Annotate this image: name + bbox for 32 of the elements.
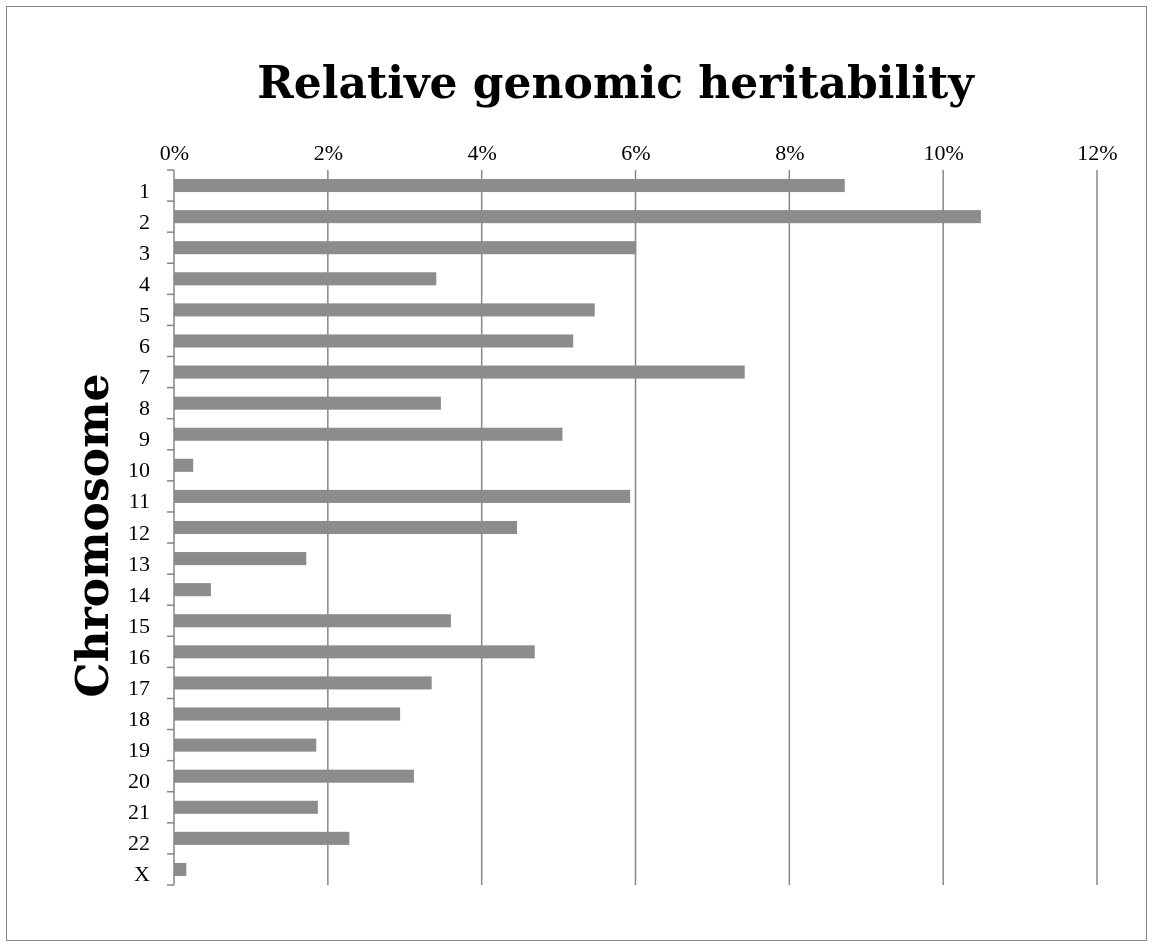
y-tick-label: 1 <box>139 177 150 203</box>
x-tick-label: 2% <box>313 140 343 165</box>
y-tick-label: 4 <box>139 270 150 296</box>
x-tick-label: 4% <box>467 140 497 165</box>
y-tick-label: X <box>134 861 151 887</box>
x-tick-label: 0% <box>159 140 190 165</box>
chart-title: Relative genomic heritability <box>257 57 976 108</box>
y-tick-label: 17 <box>128 674 150 700</box>
y-tick-label: 15 <box>128 612 150 638</box>
x-tick-label: 8% <box>775 140 805 165</box>
y-tick-label: 10 <box>128 457 150 483</box>
y-tick-label: 7 <box>139 364 150 390</box>
y-tick-label: 5 <box>139 301 150 327</box>
y-tick-label: 13 <box>128 550 150 576</box>
x-tick-label: 6% <box>621 140 651 165</box>
y-tick-label: 20 <box>128 768 150 794</box>
y-tick-label: 9 <box>139 426 150 452</box>
y-tick-label: 14 <box>128 581 150 607</box>
y-tick-label: 21 <box>128 799 150 825</box>
y-tick-label: 11 <box>128 488 150 514</box>
y-tick-label: 12 <box>128 519 150 545</box>
y-tick-label: 18 <box>128 706 150 732</box>
y-tick-label: 3 <box>139 239 150 265</box>
y-tick-label: 16 <box>128 643 150 669</box>
x-tick-label: 12% <box>1077 140 1118 165</box>
y-tick-label: 22 <box>128 830 150 856</box>
y-tick-label: 2 <box>139 208 150 234</box>
y-tick-label: 6 <box>139 332 150 358</box>
y-axis-title: Chromosome <box>67 373 118 698</box>
x-tick-label: 10% <box>923 140 964 165</box>
y-tick-label: 8 <box>139 395 150 421</box>
y-tick-label: 19 <box>128 737 150 763</box>
